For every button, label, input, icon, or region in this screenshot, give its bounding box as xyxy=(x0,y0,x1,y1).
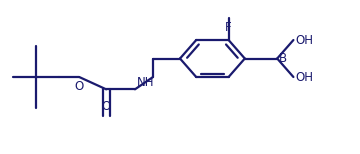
Text: F: F xyxy=(225,21,232,34)
Text: OH: OH xyxy=(295,71,313,83)
Text: OH: OH xyxy=(295,34,313,47)
Text: O: O xyxy=(75,80,84,93)
Text: NH: NH xyxy=(137,76,154,89)
Text: O: O xyxy=(102,100,111,113)
Text: B: B xyxy=(279,52,287,65)
